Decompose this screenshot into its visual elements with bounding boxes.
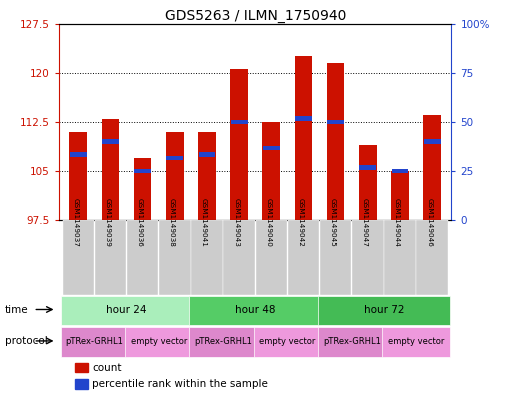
Text: pTRex-GRHL1: pTRex-GRHL1	[66, 338, 123, 346]
Bar	[327, 119, 344, 124]
Bar	[61, 327, 128, 357]
Text: hour 48: hour 48	[235, 305, 275, 316]
Text: GSM1149037: GSM1149037	[72, 198, 78, 247]
Bar	[318, 296, 450, 325]
Bar	[423, 115, 441, 220]
Bar	[127, 220, 159, 295]
Bar	[263, 122, 280, 220]
Bar	[223, 220, 255, 295]
Bar	[295, 116, 312, 121]
Text: empty vector: empty vector	[130, 338, 187, 346]
Text: GSM1149047: GSM1149047	[362, 198, 368, 247]
Text: GSM1149044: GSM1149044	[394, 198, 400, 247]
Title: GDS5263 / ILMN_1750940: GDS5263 / ILMN_1750940	[165, 9, 346, 22]
Text: time: time	[5, 305, 29, 315]
Bar	[255, 220, 287, 295]
Bar	[75, 379, 88, 389]
Bar	[417, 220, 448, 295]
Bar	[125, 327, 192, 357]
Text: GSM1149045: GSM1149045	[330, 198, 336, 247]
Text: percentile rank within the sample: percentile rank within the sample	[92, 379, 268, 389]
Bar	[75, 363, 88, 373]
Bar	[69, 132, 87, 220]
Text: hour 24: hour 24	[106, 305, 147, 316]
Text: protocol: protocol	[5, 336, 48, 346]
Bar	[424, 139, 441, 144]
Text: GSM1149039: GSM1149039	[105, 198, 110, 247]
Bar	[294, 56, 312, 220]
Bar	[391, 169, 408, 173]
Bar	[199, 152, 215, 157]
Bar	[102, 119, 120, 220]
Text: GSM1149043: GSM1149043	[233, 198, 239, 247]
Bar	[391, 171, 409, 220]
Text: GSM1149041: GSM1149041	[201, 198, 207, 247]
Bar	[70, 152, 87, 157]
Text: hour 72: hour 72	[364, 305, 404, 316]
Bar	[63, 220, 94, 295]
Bar	[230, 70, 248, 220]
Text: GSM1149042: GSM1149042	[298, 198, 304, 247]
Text: count: count	[92, 362, 122, 373]
Bar	[189, 296, 321, 325]
Text: GSM1149040: GSM1149040	[265, 198, 271, 247]
Bar	[384, 220, 416, 295]
Bar	[191, 220, 223, 295]
Bar	[134, 158, 151, 220]
Text: empty vector: empty vector	[388, 338, 444, 346]
Bar	[95, 220, 126, 295]
Bar	[359, 145, 377, 220]
Bar	[288, 220, 319, 295]
Text: GSM1149038: GSM1149038	[169, 198, 175, 247]
Bar	[198, 132, 216, 220]
Text: pTRex-GRHL1: pTRex-GRHL1	[323, 338, 381, 346]
Bar	[231, 119, 248, 124]
Bar	[166, 132, 184, 220]
Bar	[61, 296, 192, 325]
Bar	[253, 327, 321, 357]
Text: empty vector: empty vector	[259, 338, 315, 346]
Bar	[382, 327, 450, 357]
Bar	[263, 146, 280, 150]
Bar	[102, 139, 119, 144]
Bar	[166, 156, 183, 160]
Bar	[318, 327, 385, 357]
Bar	[360, 165, 376, 170]
Text: pTRex-GRHL1: pTRex-GRHL1	[194, 338, 252, 346]
Bar	[134, 169, 151, 173]
Bar	[159, 220, 190, 295]
Text: GSM1149036: GSM1149036	[136, 198, 143, 247]
Bar	[327, 63, 345, 220]
Text: GSM1149046: GSM1149046	[426, 198, 432, 247]
Bar	[320, 220, 351, 295]
Bar	[352, 220, 384, 295]
Bar	[189, 327, 257, 357]
